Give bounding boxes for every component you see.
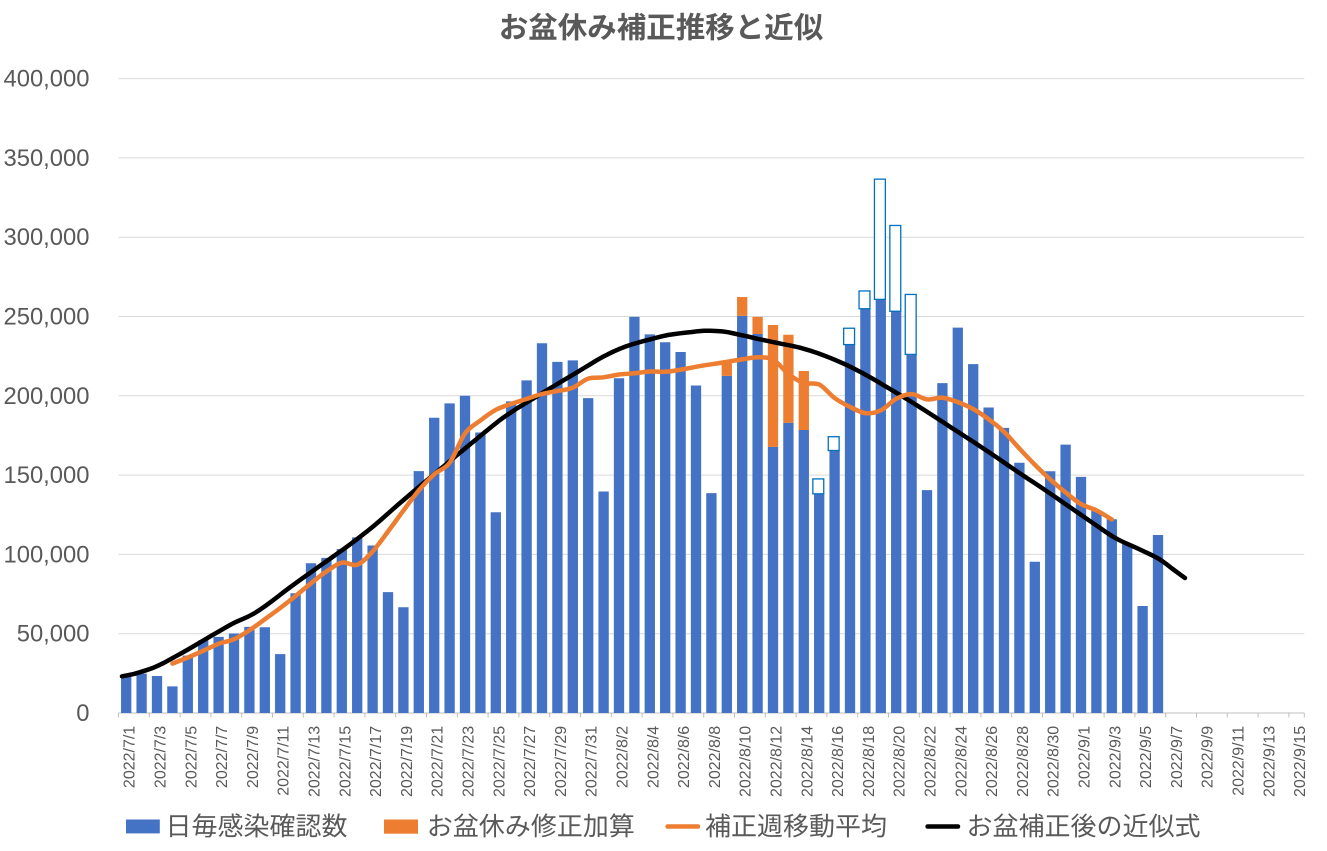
- svg-text:2022/8/26: 2022/8/26: [984, 726, 1001, 797]
- svg-text:2022/8/30: 2022/8/30: [1046, 726, 1063, 797]
- svg-text:250,000: 250,000: [3, 304, 89, 331]
- svg-text:2022/8/22: 2022/8/22: [923, 726, 940, 797]
- svg-text:2022/7/7: 2022/7/7: [214, 726, 231, 788]
- svg-text:2022/9/13: 2022/9/13: [1261, 726, 1278, 797]
- svg-text:350,000: 350,000: [3, 145, 89, 172]
- svg-text:2022/7/17: 2022/7/17: [368, 726, 385, 797]
- svg-text:2022/7/31: 2022/7/31: [584, 726, 601, 797]
- svg-text:2022/8/16: 2022/8/16: [830, 726, 847, 797]
- svg-text:2022/7/21: 2022/7/21: [430, 726, 447, 797]
- svg-text:2022/8/8: 2022/8/8: [707, 726, 724, 788]
- svg-text:2022/8/12: 2022/8/12: [769, 726, 786, 797]
- svg-text:200,000: 200,000: [3, 383, 89, 410]
- svg-text:2022/7/3: 2022/7/3: [153, 726, 170, 788]
- svg-text:2022/9/15: 2022/9/15: [1292, 726, 1309, 797]
- svg-text:2022/8/28: 2022/8/28: [1015, 726, 1032, 797]
- svg-text:100,000: 100,000: [3, 541, 89, 568]
- svg-text:2022/7/13: 2022/7/13: [307, 726, 324, 797]
- svg-text:2022/7/1: 2022/7/1: [122, 726, 139, 788]
- svg-text:2022/9/3: 2022/9/3: [1107, 726, 1124, 788]
- svg-text:2022/9/9: 2022/9/9: [1200, 726, 1217, 788]
- svg-text:2022/7/15: 2022/7/15: [337, 726, 354, 797]
- svg-text:2022/7/11: 2022/7/11: [276, 726, 293, 796]
- svg-text:2022/8/6: 2022/8/6: [676, 726, 693, 788]
- svg-text:2022/8/2: 2022/8/2: [615, 726, 632, 788]
- svg-text:2022/8/18: 2022/8/18: [861, 726, 878, 797]
- svg-text:2022/7/23: 2022/7/23: [461, 726, 478, 797]
- svg-text:2022/8/20: 2022/8/20: [892, 726, 909, 797]
- svg-text:2022/7/29: 2022/7/29: [553, 726, 570, 797]
- svg-text:300,000: 300,000: [3, 224, 89, 251]
- svg-text:0: 0: [76, 700, 89, 727]
- svg-text:2022/7/9: 2022/7/9: [245, 726, 262, 788]
- svg-text:2022/8/24: 2022/8/24: [953, 726, 970, 797]
- svg-text:2022/8/10: 2022/8/10: [738, 726, 755, 797]
- svg-text:2022/7/19: 2022/7/19: [399, 726, 416, 797]
- svg-text:2022/7/25: 2022/7/25: [491, 726, 508, 797]
- svg-text:2022/8/14: 2022/8/14: [799, 726, 816, 797]
- svg-text:2022/8/4: 2022/8/4: [645, 726, 662, 788]
- svg-text:2022/9/11: 2022/9/11: [1231, 726, 1248, 796]
- svg-text:50,000: 50,000: [17, 621, 90, 648]
- svg-text:150,000: 150,000: [3, 462, 89, 489]
- svg-text:2022/9/1: 2022/9/1: [1077, 726, 1094, 788]
- svg-text:2022/7/5: 2022/7/5: [183, 726, 200, 788]
- svg-text:2022/9/7: 2022/9/7: [1169, 726, 1186, 788]
- svg-text:400,000: 400,000: [3, 66, 89, 93]
- svg-text:2022/7/27: 2022/7/27: [522, 726, 539, 797]
- svg-text:2022/9/5: 2022/9/5: [1138, 726, 1155, 788]
